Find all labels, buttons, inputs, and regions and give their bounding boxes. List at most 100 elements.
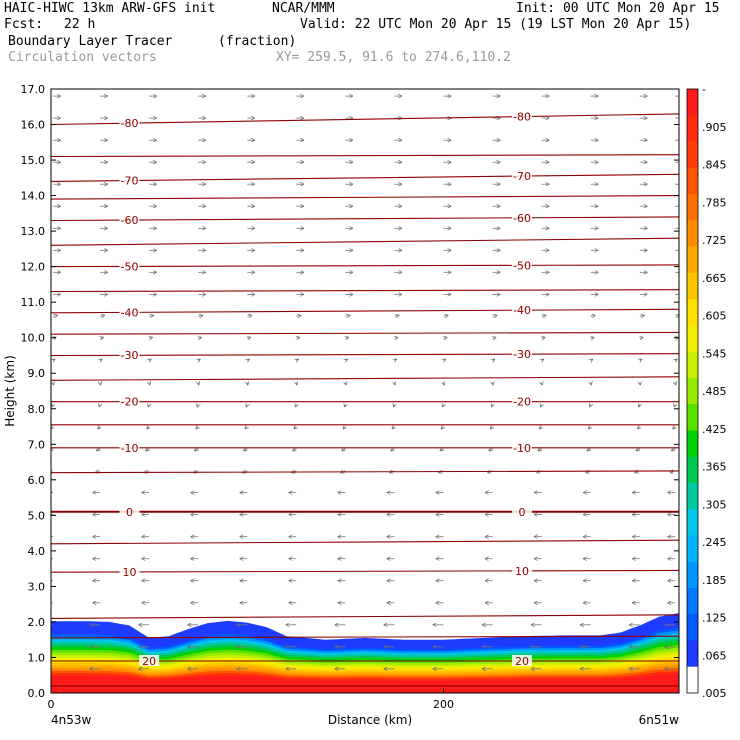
y-tick-label: 11.0 (21, 296, 46, 309)
isotherm-label-bg (119, 566, 140, 577)
isotherm-line (51, 635, 679, 639)
colorbar-label: .665 (702, 272, 727, 285)
isotherm-label-bg (512, 110, 532, 122)
circulation-vector (493, 337, 496, 338)
circulation-vector (294, 427, 296, 429)
colorbar-label: .365 (702, 461, 727, 474)
circulation-vector (492, 315, 497, 316)
circulation-vector (489, 449, 492, 451)
isotherm-label-bg (119, 306, 140, 318)
circulation-vector (51, 471, 54, 473)
circulation-vector (492, 405, 493, 407)
org-label: NCAR/MMM (272, 1, 335, 16)
isotherm-line (51, 173, 679, 182)
isotherm-line (51, 308, 679, 314)
circulation-vector (392, 427, 394, 429)
circulation-vector (542, 359, 544, 360)
circulation-vector (639, 405, 640, 407)
circulation-vector (637, 449, 640, 451)
circulation-vector (394, 315, 398, 316)
circulation-vector (541, 405, 542, 407)
colorbar-swatch (687, 246, 698, 274)
axes: 0.0 1.0 2.0 3.0 4.0 5.0 6.0 7.0 8.0 9.0 10.0 11.0 12… (21, 83, 679, 711)
circulation-vector (97, 449, 100, 451)
forecast-label: Fcst: (4, 17, 44, 32)
circulation-vector (52, 315, 57, 316)
colorbar-swatch (687, 614, 698, 641)
colorbar-swatch (687, 141, 698, 169)
isotherm-label-bg (512, 395, 532, 407)
circulation-vector (245, 427, 247, 429)
circulation-vector (100, 315, 104, 316)
circulation-vector (640, 337, 643, 338)
circulation-vector (244, 449, 247, 451)
y-tick-label: 13.0 (21, 225, 46, 238)
x-endpoint-left: 4n53w (51, 713, 92, 727)
colorbar-label: .305 (702, 498, 727, 511)
circulation-vector (639, 315, 644, 316)
y-tick-label: 6.0 (28, 474, 46, 487)
isotherm-label: -70 (513, 170, 531, 183)
colorbar-label: .785 (702, 196, 727, 209)
colorbar-swatch (687, 220, 698, 248)
circulation-vector (590, 315, 595, 316)
isotherm-label-bg (119, 117, 140, 129)
y-tick-label: 16.0 (21, 119, 46, 132)
circulation-vector (394, 337, 397, 338)
isotherm-line (51, 539, 679, 545)
x-tick-label: 200 (433, 698, 454, 711)
colorbar: - .905 .845 .785 .725 .665 .605 .545 .485 .425 .36… (686, 83, 727, 700)
isotherm-line (51, 569, 679, 573)
circulation-vector (198, 337, 201, 338)
colorbar-label: .425 (702, 423, 727, 436)
xy-range: XY= 259.5, 91.6 to 274.6,110.2 (276, 50, 511, 65)
isotherm-label-bg (119, 395, 140, 407)
colorbar-label: .485 (702, 385, 727, 398)
circulation-vector (540, 427, 542, 429)
y-tick-label: 3.0 (28, 580, 46, 593)
colorbar-label: .545 (702, 347, 727, 360)
circulation-vector (296, 405, 297, 407)
isotherm-label: -60 (121, 214, 139, 227)
isotherm-label: -40 (513, 304, 531, 317)
circulation-vector (345, 337, 348, 338)
y-tick-label: 10.0 (21, 332, 46, 345)
isotherm-label-bg (139, 655, 160, 666)
isotherm-label: -60 (513, 212, 531, 225)
colorbar-swatch (687, 194, 698, 221)
isotherm-line (51, 289, 679, 293)
circulation-vector (247, 337, 250, 338)
circulation-vector (293, 449, 296, 451)
colorbar-swatch (687, 377, 698, 405)
colorbar-label: .005 (702, 687, 727, 700)
circulation-vector (638, 427, 640, 429)
isotherm-label: 0 (126, 506, 133, 519)
colorbar-swatch (687, 404, 698, 431)
colorbar-label: .605 (702, 310, 727, 323)
vectors-label: Circulation vectors (8, 50, 157, 65)
colorbar-swatch (687, 351, 698, 379)
isotherm-label: -20 (513, 396, 531, 409)
y-tick-label: 0.0 (28, 687, 46, 700)
colorbar-swatch (687, 272, 698, 300)
circulation-vector (197, 405, 198, 407)
circulation-vector (149, 359, 151, 360)
isotherm-label: 20 (515, 655, 529, 668)
isotherm-line (51, 331, 679, 335)
circulation-vector (587, 449, 590, 451)
isotherm-label-bg (512, 441, 532, 453)
circulation-vector (247, 359, 249, 360)
circulation-vector (675, 359, 677, 360)
isotherm-line (51, 470, 679, 474)
y-tick-label: 1.0 (28, 651, 46, 664)
isotherm-label: -80 (513, 111, 531, 124)
isotherm-label: -70 (121, 175, 139, 188)
circulation-vector (342, 449, 345, 451)
isotherm-label: -20 (121, 396, 139, 409)
colorbar-swatch (687, 588, 698, 615)
circulation-vector (100, 337, 103, 338)
colorbar-label: .245 (702, 536, 727, 549)
isotherm-label-bg (512, 211, 532, 223)
circulation-vector (440, 449, 443, 451)
isotherm-label: -50 (513, 259, 531, 272)
